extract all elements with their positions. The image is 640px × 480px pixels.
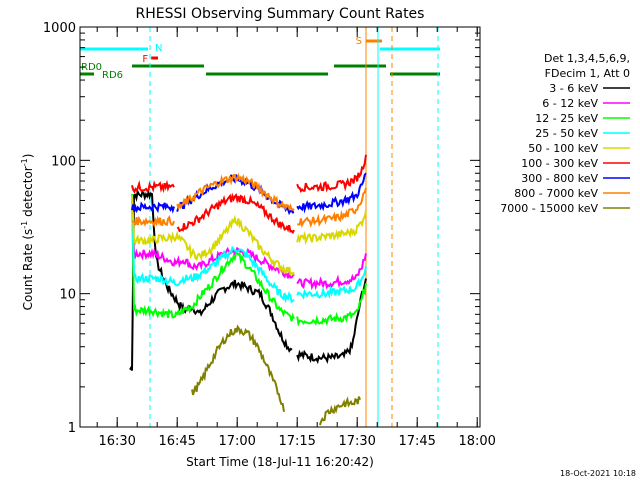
status-label-rd6: RD6 (102, 70, 123, 81)
series-100-300-kev-line (176, 192, 295, 235)
series-800-7000-kev-line (297, 187, 367, 229)
status-label-rd0: RD0 (81, 62, 102, 73)
plot-frame (79, 26, 481, 428)
series-100-300-kev-line (296, 154, 367, 193)
series-6-12-kev-line (296, 253, 367, 291)
y-tick-label: 1 (68, 421, 76, 436)
series-300-800-kev-line (131, 201, 175, 214)
legend-label: 7000 - 15000 keV (500, 202, 598, 215)
series-7000-15000-kev-line (191, 324, 285, 412)
series-800-7000-kev-line (176, 172, 295, 212)
legend-label: 300 - 800 keV (521, 172, 598, 185)
legend-label: 6 - 12 keV (542, 97, 598, 110)
y-axis-label-main: Count Rate (s (21, 229, 35, 311)
x-tick-label: 17:30 (338, 434, 375, 449)
series-layer (129, 154, 367, 426)
x-tick-label: 17:45 (398, 434, 435, 449)
status-label-s: S (356, 36, 362, 47)
series-7000-15000-kev-line (319, 396, 361, 426)
y-axis-label: Count Rate (s-1 detector-1) (20, 154, 35, 311)
series-300-800-kev-line (296, 172, 367, 214)
x-tick-label: 18:00 (458, 434, 495, 449)
y-axis-label-sup2: -1 (20, 158, 29, 166)
x-tick-label: 17:15 (278, 434, 315, 449)
series-3-6-kev-line (129, 188, 293, 371)
x-tick-label: 16:30 (98, 434, 135, 449)
status-label-n: N (155, 43, 162, 54)
status-label-f: F (142, 54, 148, 65)
series-25-50-kev-line (131, 198, 295, 304)
y-tick-label: 100 (51, 154, 76, 169)
y-tick-label: 10 (59, 288, 76, 303)
x-tick-label: 17:00 (218, 434, 255, 449)
marker-layer (149, 27, 439, 427)
legend-label: 3 - 6 keV (549, 82, 598, 95)
series-12-25-kev-line (131, 193, 295, 322)
legend-label: 12 - 25 keV (535, 112, 598, 125)
series-12-25-kev-line (296, 282, 367, 327)
series-800-7000-kev-line (131, 214, 175, 228)
y-axis-label-mid: detector (21, 166, 35, 221)
x-tick-label: 16:45 (158, 434, 195, 449)
y-tick-label: 1000 (43, 21, 76, 36)
series-50-100-kev-line (296, 210, 367, 245)
series-3-6-kev-line (296, 278, 367, 365)
axes-layer: 1 10 100 1000 16:30 16:45 17:00 17:15 17:30 17:45… (43, 21, 496, 449)
legend-label: 50 - 100 keV (528, 142, 598, 155)
legend-header-line-1: Det 1,3,4,5,6,9, (544, 52, 630, 65)
chart-title: RHESSI Observing Summary Count Rates (136, 6, 425, 22)
series-50-100-kev-line (131, 195, 295, 276)
legend-label: 100 - 300 keV (521, 157, 598, 170)
legend-header-line-2: FDecim 1, Att 0 (545, 67, 630, 80)
series-6-12-kev-line (131, 195, 295, 279)
series-25-50-kev-line (296, 266, 367, 300)
legend-label: 25 - 50 keV (535, 127, 598, 140)
series-100-300-kev-line (131, 179, 175, 194)
legend: Det 1,3,4,5,6,9, FDecim 1, Att 0 3 - 6 k… (500, 52, 630, 215)
y-axis-label-end: ) (21, 154, 35, 159)
y-axis-label-sup1: -1 (20, 221, 29, 229)
timestamp: 18-Oct-2021 10:18 (560, 469, 636, 478)
legend-label: 800 - 7000 keV (514, 187, 598, 200)
x-axis-label: Start Time (18-Jul-11 16:20:42) (186, 455, 374, 469)
